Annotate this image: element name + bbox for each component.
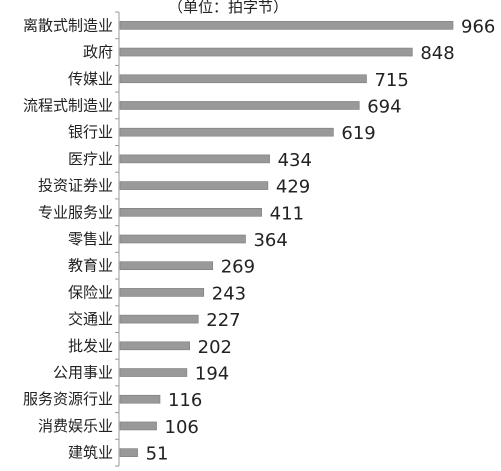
- bar: [119, 394, 161, 404]
- y-axis-ticks: [115, 11, 119, 467]
- category-label: 投资证券业: [38, 177, 113, 195]
- bar: [119, 314, 199, 324]
- bar: [119, 101, 360, 110]
- data-label: 202: [198, 337, 232, 358]
- category-label: 建筑业: [68, 444, 113, 462]
- bar: [119, 288, 205, 297]
- category-label: 公用事业: [53, 364, 113, 382]
- category-label: 保险业: [68, 283, 113, 301]
- data-label: 429: [276, 177, 310, 198]
- data-label: 364: [253, 230, 287, 251]
- category-labels: 离散式制造业政府传媒业流程式制造业银行业医疗业投资证券业专业服务业零售业教育业保…: [23, 16, 113, 461]
- data-label: 243: [212, 283, 246, 304]
- bars: [119, 21, 454, 457]
- category-label: 零售业: [68, 230, 113, 248]
- data-label: 194: [195, 364, 229, 385]
- category-label: 教育业: [68, 257, 113, 275]
- data-label: 116: [168, 390, 202, 411]
- bar: [119, 207, 262, 217]
- category-label: 银行业: [68, 123, 113, 141]
- bar: [119, 341, 190, 351]
- bar: [119, 181, 269, 190]
- unit-note: （单位：拍字节）: [168, 0, 288, 16]
- category-label: 批发业: [68, 337, 113, 355]
- category-label: 医疗业: [68, 150, 113, 168]
- bar: [119, 74, 367, 84]
- data-label: 51: [146, 444, 169, 465]
- category-label: 离散式制造业: [23, 16, 113, 34]
- bar: [119, 448, 138, 457]
- data-label: 619: [341, 123, 375, 144]
- category-label: 消费娱乐业: [38, 417, 113, 435]
- data-label: 269: [221, 257, 255, 278]
- category-label: 政府: [83, 43, 113, 61]
- data-label: 434: [278, 150, 312, 171]
- category-label: 服务资源行业: [23, 390, 113, 408]
- data-label: 848: [420, 43, 454, 64]
- bar: [119, 127, 334, 137]
- category-label: 传媒业: [68, 70, 113, 88]
- bar: [119, 47, 413, 57]
- data-label: 694: [367, 96, 401, 117]
- data-label: 106: [165, 417, 199, 438]
- data-label: 715: [374, 70, 408, 91]
- category-label: 流程式制造业: [23, 96, 113, 114]
- data-label: 411: [270, 203, 304, 224]
- data-label: 966: [461, 16, 495, 37]
- bar: [119, 421, 157, 431]
- bar: [119, 368, 188, 377]
- data-label: 227: [206, 310, 240, 331]
- category-label: 交通业: [68, 310, 113, 328]
- bar: [119, 261, 214, 271]
- bar: [119, 234, 246, 244]
- bar: [119, 21, 454, 30]
- data-labels: 966 848 715 694 619 434 429 411 364 269 243 227 202 1…: [146, 16, 496, 464]
- bar: [119, 154, 270, 164]
- category-label: 专业服务业: [38, 203, 113, 221]
